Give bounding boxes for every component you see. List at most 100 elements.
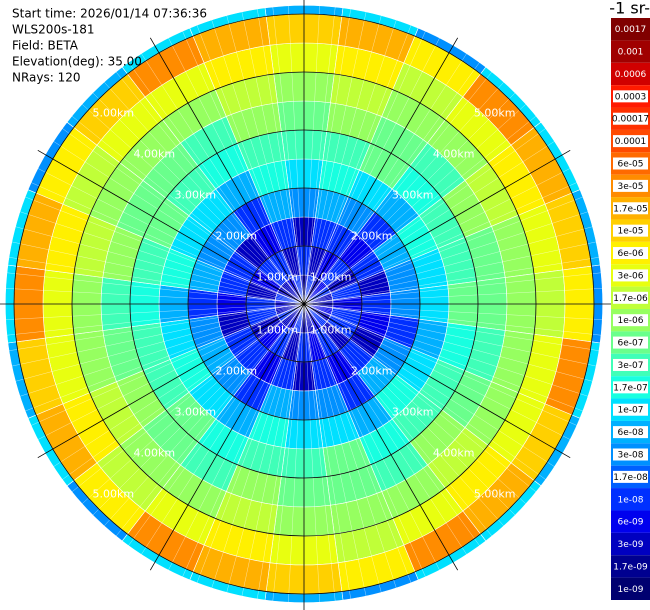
ray-line — [19, 211, 305, 305]
range-ring — [13, 13, 595, 595]
ray-line — [288, 303, 305, 603]
ray-line — [303, 303, 397, 589]
colorbar-label-box — [613, 67, 648, 80]
colorbar-label-box — [613, 291, 648, 304]
colorbar-label-box — [613, 112, 648, 125]
range-label: 2.00km — [216, 365, 258, 378]
colorbar-label-box — [613, 90, 648, 103]
colorbar-label: 1.7e-05 — [613, 204, 648, 214]
ray-line — [303, 303, 593, 382]
ray-line — [303, 196, 583, 305]
colorbar-label: 6e-05 — [618, 160, 644, 170]
colorbar-label-box — [613, 224, 648, 237]
ray-line — [303, 303, 367, 597]
range-label: 4.00km — [134, 447, 176, 460]
range-label: 5.00km — [93, 106, 135, 119]
range-label: 4.00km — [433, 447, 475, 460]
colorbar-label: 1e-06 — [618, 316, 644, 326]
ray-line — [241, 303, 305, 597]
ray-line — [92, 92, 305, 305]
range-label: 5.00km — [474, 106, 516, 119]
ray-line — [241, 11, 305, 305]
ray-line — [303, 15, 382, 305]
ray-line — [5, 303, 305, 320]
ray-line — [81, 103, 305, 305]
ray-line — [168, 303, 305, 571]
ray-line — [303, 303, 527, 505]
range-label: 5.00km — [474, 488, 516, 501]
colorbar-label: 6e-07 — [618, 339, 644, 349]
ray-line — [303, 303, 320, 603]
ray-line — [196, 303, 305, 583]
ray-line — [168, 37, 305, 305]
range-label: 3.00km — [392, 406, 434, 419]
ray-line — [196, 25, 305, 305]
ray-line — [31, 303, 305, 426]
ray-line — [303, 53, 467, 305]
colorbar-label-box — [613, 582, 648, 595]
ray-line — [303, 303, 493, 537]
colorbar-label: 1e-07 — [618, 406, 644, 416]
spoke — [37, 303, 305, 459]
ray-line — [92, 303, 305, 516]
ray-line — [71, 115, 305, 305]
spoke — [303, 303, 571, 459]
range-label: 3.00km — [392, 188, 434, 201]
ray-line — [303, 303, 555, 467]
colorbar-label: 0.00017 — [612, 115, 649, 125]
ray-line — [303, 303, 583, 412]
colorbar-label: 3e-07 — [618, 361, 644, 371]
ray-line — [8, 303, 305, 351]
colorbar-label-box — [613, 470, 648, 483]
colorbar-label-box — [613, 426, 648, 439]
range-label: 1.00km — [310, 324, 352, 337]
ray-line — [303, 288, 603, 305]
colorbar-label-box — [613, 336, 648, 349]
ray-line — [303, 62, 480, 305]
ray-line — [303, 141, 555, 305]
ray-line — [303, 303, 382, 593]
colorbar-label: 1.7e-06 — [613, 294, 648, 304]
colorbar-label-box — [613, 179, 648, 192]
range-label: 3.00km — [175, 188, 217, 201]
ray-line — [303, 92, 516, 305]
colorbar-label-box — [613, 448, 648, 461]
colorbar-label: 3e-06 — [618, 271, 644, 281]
spoke — [303, 37, 459, 305]
ray-line — [303, 6, 336, 305]
ray-line — [81, 303, 305, 505]
range-label: 2.00km — [351, 365, 393, 378]
ray-line — [303, 303, 597, 367]
info-text: Start time: 2026/01/14 07:36:36 — [12, 7, 207, 21]
range-ring — [129, 129, 479, 479]
colorbar-label: 0.0001 — [615, 137, 647, 147]
ray-line — [25, 303, 305, 412]
range-ring — [187, 187, 421, 421]
ray-line — [19, 303, 305, 397]
ray-line — [141, 53, 305, 305]
ray-line — [303, 303, 516, 516]
colorbar-label-box — [613, 358, 648, 371]
range-label: 1.00km — [257, 324, 299, 337]
ray-line — [303, 272, 602, 305]
colorbar-label: 1e-08 — [618, 495, 644, 505]
range-label: 1.00km — [257, 270, 299, 283]
colorbar-label: 3e-08 — [618, 451, 644, 461]
ray-line — [103, 81, 305, 305]
ray-line — [15, 226, 305, 305]
info-text: NRays: 120 — [12, 71, 81, 85]
ray-line — [25, 196, 305, 305]
ray-line — [303, 303, 467, 555]
ray-line — [303, 37, 440, 305]
colorbar-label: 0.0017 — [615, 25, 647, 35]
ray-line — [226, 303, 305, 593]
colorbar-label: 1.7e-08 — [613, 473, 648, 483]
ray-line — [303, 128, 546, 305]
ray-line — [115, 71, 305, 305]
range-label: 4.00km — [134, 147, 176, 160]
ray-line — [303, 303, 546, 480]
colorbar-label: 1.7e-09 — [613, 562, 648, 572]
ray-line — [303, 303, 440, 571]
ray-line — [226, 15, 305, 305]
